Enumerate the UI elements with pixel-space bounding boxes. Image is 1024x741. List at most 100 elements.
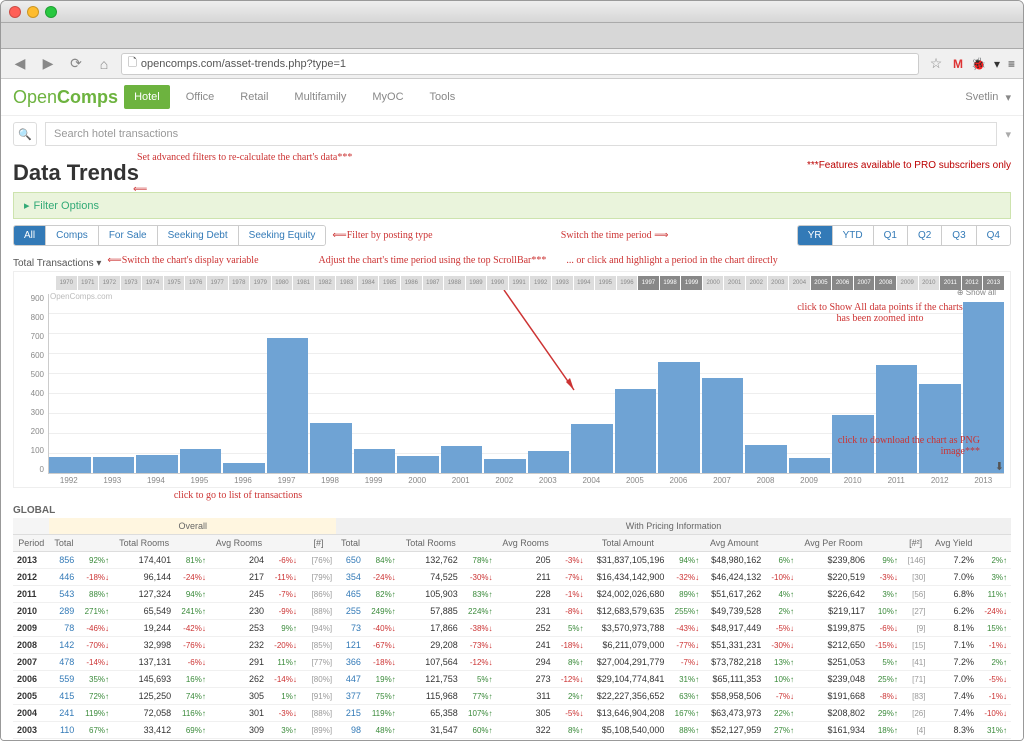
nav-multifamily[interactable]: Multifamily: [284, 85, 356, 109]
site-logo[interactable]: OpenComps: [13, 87, 118, 108]
chart-bar[interactable]: [267, 338, 309, 473]
chart-bar[interactable]: [876, 365, 918, 473]
nav-tools[interactable]: Tools: [420, 85, 466, 109]
table-cell[interactable]: 142: [49, 637, 78, 654]
column-header[interactable]: [765, 535, 798, 552]
table-cell[interactable]: 121: [336, 637, 365, 654]
nav-office[interactable]: Office: [176, 85, 225, 109]
time-q1[interactable]: Q1: [874, 226, 908, 245]
nav-myoc[interactable]: MyOC: [362, 85, 413, 109]
chart-bars[interactable]: [48, 294, 1004, 474]
chart-bar[interactable]: [441, 446, 483, 473]
table-cell[interactable]: 215: [336, 705, 365, 722]
filter-seekingequity[interactable]: Seeking Equity: [239, 226, 326, 245]
table-cell[interactable]: 66: [336, 739, 365, 741]
chart-bar[interactable]: [963, 302, 1005, 473]
forward-button[interactable]: ▶: [37, 53, 59, 75]
chart-bar[interactable]: [702, 378, 744, 473]
filter-forsale[interactable]: For Sale: [99, 226, 158, 245]
chart-bar[interactable]: [180, 449, 222, 473]
variable-selector[interactable]: Total Transactions ▾: [13, 258, 101, 269]
chart-bar[interactable]: [919, 384, 961, 474]
chart-bar[interactable]: [571, 424, 613, 473]
menu-icon[interactable]: ≡: [1008, 57, 1015, 71]
table-cell[interactable]: 478: [49, 654, 78, 671]
chart-plot[interactable]: 9008007006005004003002001000: [20, 294, 1004, 474]
filter-options-panel[interactable]: ▸ Filter Options: [13, 192, 1011, 219]
chart-bar[interactable]: [484, 459, 526, 473]
chart-bar[interactable]: [49, 457, 91, 474]
column-header[interactable]: [869, 535, 902, 552]
filter-seekingdebt[interactable]: Seeking Debt: [158, 226, 239, 245]
chart-bar[interactable]: [832, 415, 874, 473]
column-header[interactable]: [555, 535, 588, 552]
chart-bar[interactable]: [223, 463, 265, 473]
chart-scrollbar[interactable]: 1970197119721973197419751976197719781979…: [20, 276, 1004, 290]
column-header[interactable]: Total Amount: [588, 535, 669, 552]
column-header[interactable]: [#]: [301, 535, 336, 552]
table-cell[interactable]: 856: [49, 552, 78, 569]
minimize-window-icon[interactable]: [27, 6, 39, 18]
table-cell[interactable]: 255: [336, 603, 365, 620]
column-header[interactable]: Total: [336, 535, 365, 552]
table-cell[interactable]: 73: [336, 620, 365, 637]
nav-retail[interactable]: Retail: [230, 85, 278, 109]
table-cell[interactable]: 377: [336, 688, 365, 705]
column-header[interactable]: [175, 535, 210, 552]
download-chart-icon[interactable]: ⬇: [995, 460, 1004, 473]
chart-bar[interactable]: [528, 451, 570, 473]
table-cell[interactable]: 98: [336, 722, 365, 739]
time-q2[interactable]: Q2: [908, 226, 942, 245]
table-cell[interactable]: 66: [49, 739, 78, 741]
search-dropdown-icon[interactable]: ▾: [1005, 128, 1011, 141]
table-cell[interactable]: 447: [336, 671, 365, 688]
table-cell[interactable]: 465: [336, 586, 365, 603]
chart-show-all[interactable]: ⊕ Show all: [957, 288, 996, 297]
chart-bar[interactable]: [658, 362, 700, 473]
table-cell[interactable]: 110: [49, 722, 78, 739]
user-menu[interactable]: Svetlin ▾: [965, 91, 1011, 104]
column-header[interactable]: [268, 535, 301, 552]
chart-bar[interactable]: [310, 423, 352, 473]
column-header[interactable]: [462, 535, 497, 552]
column-header[interactable]: [668, 535, 703, 552]
table-cell[interactable]: 446: [49, 569, 78, 586]
column-header[interactable]: Avg Yield: [929, 535, 978, 552]
table-cell[interactable]: 366: [336, 654, 365, 671]
table-cell[interactable]: 650: [336, 552, 365, 569]
column-header[interactable]: Avg Per Room: [798, 535, 869, 552]
search-icon[interactable]: 🔍: [13, 122, 37, 146]
column-header[interactable]: Total Rooms: [400, 535, 462, 552]
column-header[interactable]: Period: [13, 535, 49, 552]
chart-bar[interactable]: [136, 455, 178, 473]
table-cell[interactable]: 559: [49, 671, 78, 688]
back-button[interactable]: ◀: [9, 53, 31, 75]
table-cell[interactable]: 78: [49, 620, 78, 637]
chart-bar[interactable]: [615, 389, 657, 473]
chart-bar[interactable]: [745, 445, 787, 473]
column-header[interactable]: Avg Rooms: [210, 535, 268, 552]
table-cell[interactable]: 241: [49, 705, 78, 722]
time-ytd[interactable]: YTD: [833, 226, 874, 245]
reload-button[interactable]: ⟳: [65, 53, 87, 75]
column-header[interactable]: Total: [49, 535, 78, 552]
browser-tabbar[interactable]: [1, 23, 1023, 49]
url-field[interactable]: 🗋opencomps.com/asset-trends.php?type=1: [121, 53, 919, 75]
maximize-window-icon[interactable]: [45, 6, 57, 18]
filter-all[interactable]: All: [14, 226, 46, 245]
table-cell[interactable]: 289: [49, 603, 78, 620]
chart-bar[interactable]: [789, 458, 831, 474]
table-cell[interactable]: 415: [49, 688, 78, 705]
column-header[interactable]: [78, 535, 113, 552]
bookmark-icon[interactable]: ☆: [925, 53, 947, 75]
nav-hotel[interactable]: Hotel: [124, 85, 170, 109]
column-header[interactable]: [365, 535, 400, 552]
filter-comps[interactable]: Comps: [46, 226, 99, 245]
chart-bar[interactable]: [93, 457, 135, 474]
ext-gmail-icon[interactable]: M: [953, 57, 963, 71]
close-window-icon[interactable]: [9, 6, 21, 18]
column-header[interactable]: Avg Amount: [703, 535, 765, 552]
chart-bar[interactable]: [397, 456, 439, 473]
column-header[interactable]: [978, 535, 1011, 552]
time-q3[interactable]: Q3: [942, 226, 976, 245]
